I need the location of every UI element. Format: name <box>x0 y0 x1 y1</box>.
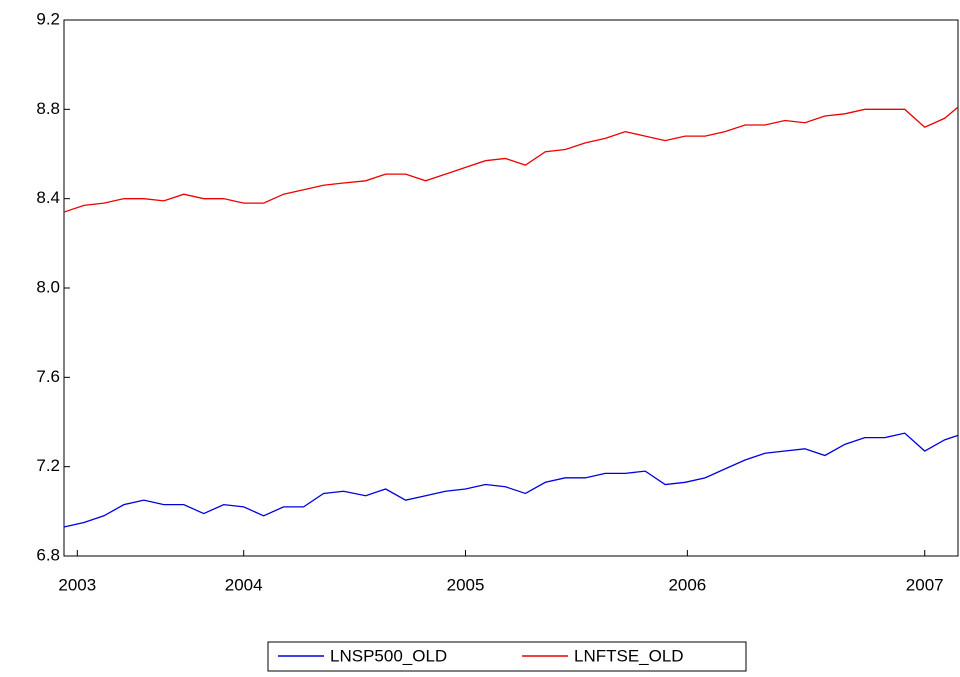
y-tick-label: 9.2 <box>36 9 60 28</box>
y-tick-label: 7.2 <box>36 456 60 475</box>
legend-box <box>267 641 747 672</box>
x-tick-label: 2003 <box>58 575 96 594</box>
series-line <box>63 432 959 528</box>
legend-label: LNFTSE_OLD <box>574 646 684 665</box>
y-tick-label: 8.4 <box>36 188 60 207</box>
plot-frame <box>63 19 959 557</box>
y-tick-label: 7.6 <box>36 367 60 386</box>
y-tick-label: 6.8 <box>36 545 60 564</box>
x-tick-label: 2004 <box>225 575 263 594</box>
x-tick-label: 2005 <box>447 575 485 594</box>
x-tick-label: 2007 <box>906 575 944 594</box>
legend-label: LNSP500_OLD <box>330 646 447 665</box>
x-tick-label: 2006 <box>668 575 706 594</box>
y-tick-label: 8.0 <box>36 277 60 296</box>
series-line <box>63 106 959 213</box>
y-tick-label: 8.8 <box>36 99 60 118</box>
